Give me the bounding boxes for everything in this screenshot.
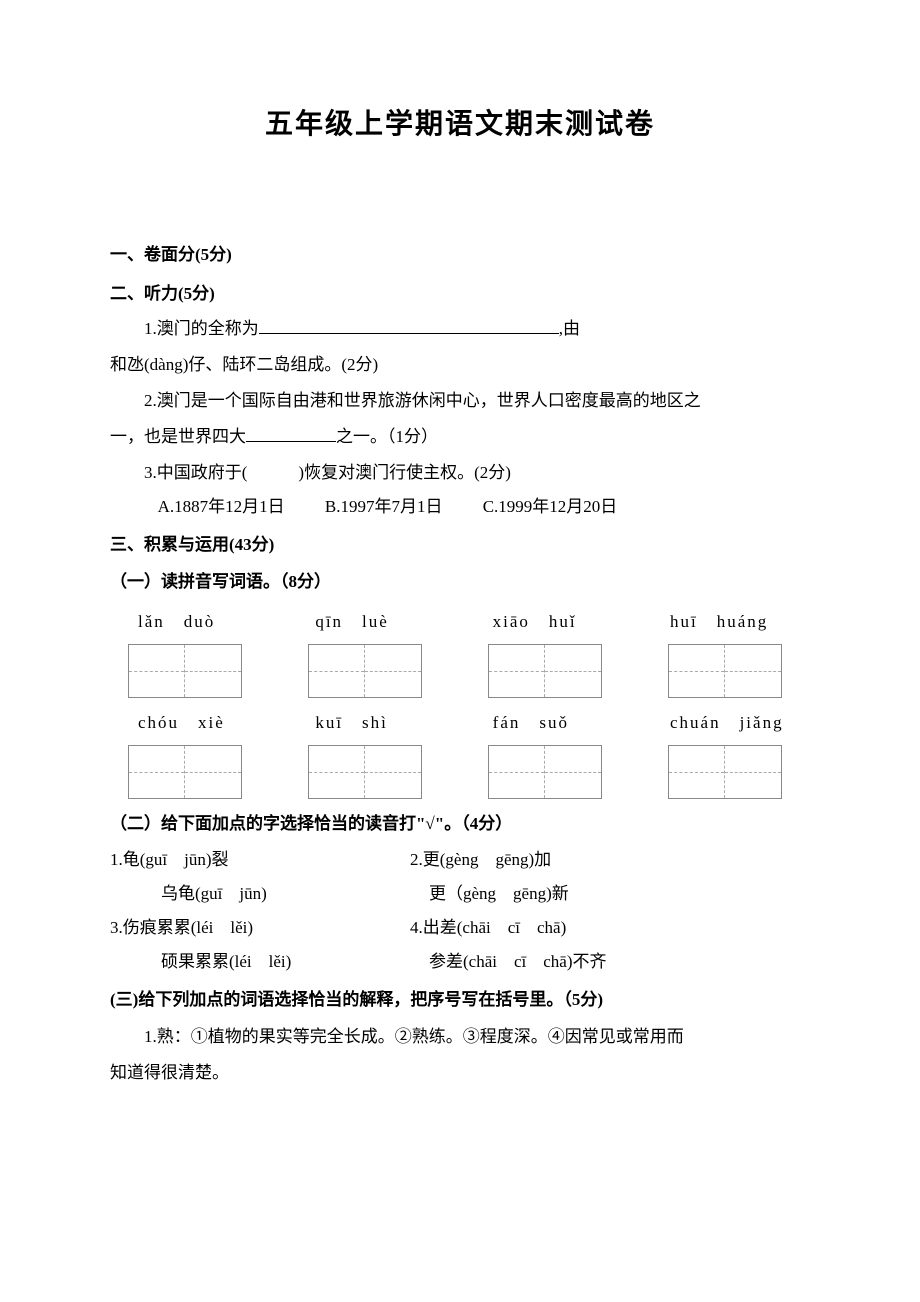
pronounce-3b: 硕果累累(léi lěi) <box>144 945 412 979</box>
subsection-3-3-head: (三)给下列加点的词语选择恰当的解释，把序号写在括号里。（5分) <box>110 985 810 1016</box>
pinyin-row-1: lǎn duò qīn luè xiāo huǐ huī huáng <box>138 607 810 638</box>
section-3-head: 三、积累与运用(43分) <box>110 530 810 561</box>
blank-fill[interactable] <box>259 315 559 334</box>
tian-box[interactable] <box>668 745 782 799</box>
pronounce-1b: 乌龟(guī jūn) <box>144 877 412 911</box>
q2-1-line2: 和氹(dàng)仔、陆环二岛组成。(2分) <box>110 348 810 382</box>
pronounce-row-4: 硕果累累(léi lěi) 参差(chāi cī chā)不齐 <box>144 945 810 979</box>
blank-fill[interactable] <box>246 423 336 442</box>
pronounce-row-2: 乌龟(guī jūn) 更（gèng gēng)新 <box>144 877 810 911</box>
tian-box[interactable] <box>488 745 602 799</box>
q2-2-text-b: 之一。（1分） <box>336 427 438 446</box>
tian-box[interactable] <box>308 745 422 799</box>
tian-box[interactable] <box>668 644 782 698</box>
q2-1-line1: 1.澳门的全称为 ,由 <box>110 312 810 346</box>
pronounce-4: 4.出差(chāi cī chā) <box>410 911 810 945</box>
pronounce-1: 1.龟(guī jūn)裂 <box>110 843 410 877</box>
pronounce-2: 2.更(gèng gēng)加 <box>410 843 810 877</box>
pinyin-label: lǎn duò <box>138 607 259 638</box>
pinyin-label: chuán jiǎng <box>670 708 810 739</box>
option-a[interactable]: A.1887年12月1日 <box>158 497 285 516</box>
pronounce-4b: 参差(chāi cī chā)不齐 <box>412 945 810 979</box>
q2-3-options: A.1887年12月1日 B.1997年7月1日 C.1999年12月20日 <box>158 492 810 523</box>
pronounce-2b: 更（gèng gēng)新 <box>412 877 810 911</box>
q2-2-line1: 2.澳门是一个国际自由港和世界旅游休闲中心，世界人口密度最高的地区之 <box>110 384 810 418</box>
pinyin-row-2: chóu xiè kuī shì fán suǒ chuán jiǎng <box>138 708 810 739</box>
option-b[interactable]: B.1997年7月1日 <box>325 497 443 516</box>
grid-row-1 <box>128 644 810 698</box>
section-2-head: 二、听力(5分) <box>110 279 810 310</box>
subsection-3-1-head: （一）读拼音写词语。（8分） <box>110 567 810 598</box>
pinyin-label: xiāo huǐ <box>493 607 614 638</box>
q2-2-text-a: 一，也是世界四大 <box>110 427 246 446</box>
tian-box[interactable] <box>128 745 242 799</box>
pinyin-label: huī huáng <box>670 607 810 638</box>
tian-box[interactable] <box>488 644 602 698</box>
pinyin-label: chóu xiè <box>138 708 259 739</box>
grid-row-2 <box>128 745 810 799</box>
q3-3-1a: 1.熟：①植物的果实等完全长成。②熟练。③程度深。④因常见或常用而 <box>110 1020 810 1054</box>
tian-box[interactable] <box>128 644 242 698</box>
q3-3-1b: 知道得很清楚。 <box>110 1056 810 1090</box>
section-1-head: 一、卷面分(5分) <box>110 240 810 271</box>
pronounce-3: 3.伤痕累累(léi lěi) <box>110 911 410 945</box>
pronounce-row-3: 3.伤痕累累(léi lěi) 4.出差(chāi cī chā) <box>110 911 810 945</box>
pinyin-label: kuī shì <box>315 708 436 739</box>
q2-1-text-b: ,由 <box>559 319 580 338</box>
subsection-3-2-head: （二）给下面加点的字选择恰当的读音打"√"。（4分） <box>110 809 810 840</box>
q2-1-text-a: 1.澳门的全称为 <box>144 319 259 338</box>
option-c[interactable]: C.1999年12月20日 <box>483 497 618 516</box>
q2-3: 3.中国政府于( )恢复对澳门行使主权。(2分) <box>110 456 810 490</box>
page-title: 五年级上学期语文期末测试卷 <box>110 100 810 150</box>
q2-2-line2: 一，也是世界四大 之一。（1分） <box>110 420 810 454</box>
pinyin-label: qīn luè <box>315 607 436 638</box>
pinyin-label: fán suǒ <box>493 708 614 739</box>
tian-box[interactable] <box>308 644 422 698</box>
pronounce-row-1: 1.龟(guī jūn)裂 2.更(gèng gēng)加 <box>110 843 810 877</box>
